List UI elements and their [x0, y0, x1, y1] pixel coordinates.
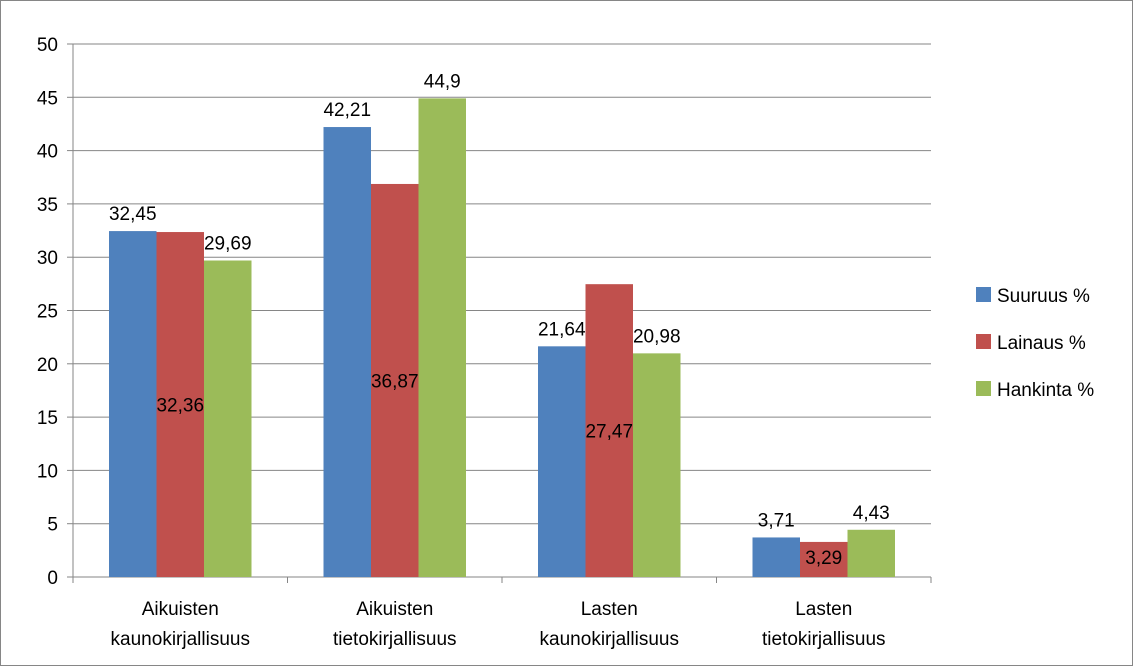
- y-tick-label: 0: [47, 568, 58, 589]
- y-tick-label: 25: [37, 302, 58, 323]
- data-label: 32,45: [109, 204, 157, 225]
- bar-lainaus-cat-1: [371, 183, 419, 577]
- data-label: 20,98: [633, 326, 681, 347]
- legend-swatch: [976, 287, 991, 302]
- bar-suuruus-cat-2: [538, 346, 586, 577]
- bar-lainaus-cat-2: [585, 284, 633, 577]
- data-label: 36,87: [371, 371, 419, 392]
- y-tick-label: 20: [37, 355, 58, 376]
- y-tick-label: 10: [37, 461, 58, 482]
- legend-swatch: [976, 381, 991, 396]
- bar-hankinta-cat-0: [204, 260, 252, 577]
- bar-lainaus-cat-3: [800, 541, 848, 577]
- data-label: 3,71: [758, 510, 795, 531]
- bar-hankinta-cat-1: [418, 98, 466, 577]
- y-tick-label: 45: [37, 88, 58, 109]
- bar-suuruus-cat-3: [752, 537, 800, 577]
- y-tick-label: 15: [37, 408, 58, 429]
- bar-hankinta-cat-2: [633, 353, 681, 577]
- data-label: 21,64: [538, 319, 586, 340]
- x-category-label: Aikuisten: [356, 599, 433, 620]
- data-label: 29,69: [204, 234, 252, 255]
- bar-lainaus-cat-0: [156, 232, 204, 577]
- y-tick-label: 35: [37, 195, 58, 216]
- y-tick-label: 30: [37, 248, 58, 269]
- y-tick-label: 40: [37, 142, 58, 163]
- data-label: 44,9: [424, 71, 461, 92]
- data-label: 42,21: [323, 100, 371, 121]
- x-category-label: Lasten: [795, 599, 852, 620]
- x-category-label: kaunokirjallisuus: [540, 629, 679, 650]
- x-category-label: tietokirjallisuus: [762, 629, 886, 650]
- data-label: 27,47: [585, 422, 633, 443]
- data-label: 4,43: [853, 503, 890, 524]
- legend-entry: Lainaus %: [997, 333, 1086, 354]
- x-category-label: kaunokirjallisuus: [111, 629, 250, 650]
- y-tick-label: 5: [47, 515, 58, 536]
- bar-hankinta-cat-3: [847, 529, 895, 577]
- bar-suuruus-cat-1: [323, 127, 371, 578]
- bar-suuruus-cat-0: [109, 231, 157, 577]
- x-category-label: Lasten: [581, 599, 638, 620]
- data-label: 3,29: [805, 548, 842, 569]
- y-tick-label: 50: [37, 35, 58, 56]
- legend-swatch: [976, 334, 991, 349]
- x-category-label: tietokirjallisuus: [333, 629, 457, 650]
- legend-entry: Suuruus %: [997, 286, 1090, 307]
- x-category-label: Aikuisten: [142, 599, 219, 620]
- legend-entry: Hankinta %: [997, 380, 1094, 401]
- data-label: 32,36: [156, 396, 204, 417]
